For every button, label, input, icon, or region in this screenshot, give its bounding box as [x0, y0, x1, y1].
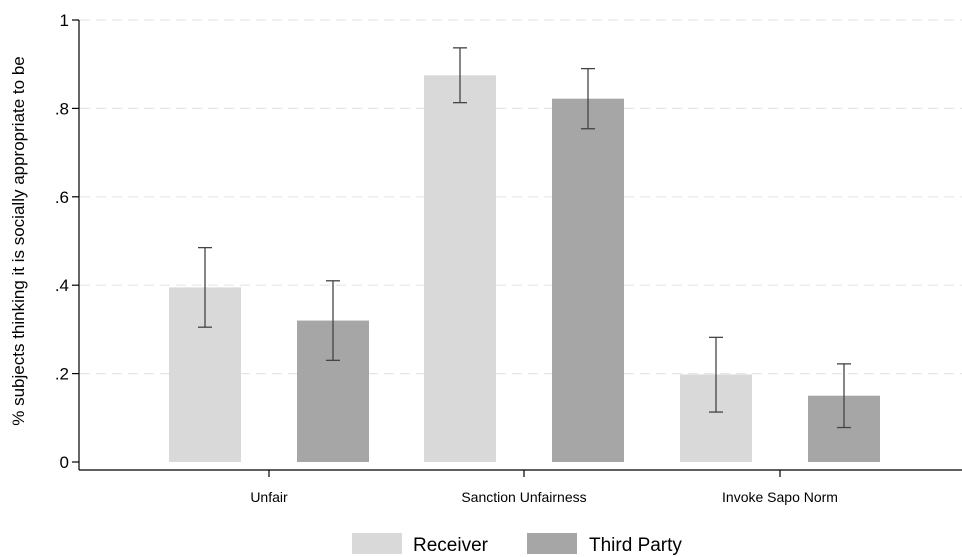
legend: Receiver Third Party: [352, 533, 682, 556]
y-tick-label: .8: [55, 99, 69, 118]
y-axis-label: % subjects thinking it is socially appro…: [9, 56, 28, 425]
legend-label: Third Party: [589, 535, 682, 556]
legend-label: Receiver: [413, 535, 489, 556]
legend-swatch: [352, 533, 402, 554]
axes: [78, 20, 962, 471]
bar: [552, 98, 624, 463]
category-labels: Unfair Sanction Unfairness Invoke Sapo Nor…: [250, 470, 838, 505]
y-tick-label: 0: [60, 453, 69, 472]
x-category-label: Invoke Sapo Norm: [722, 489, 838, 505]
y-tick-label: .2: [55, 365, 69, 384]
y-ticks: 0 .2 .4 .6 .8 1: [55, 11, 79, 472]
error-bars: [198, 47, 851, 429]
bar: [424, 75, 496, 462]
bars: [169, 75, 880, 463]
y-tick-label: .6: [55, 188, 69, 207]
y-tick-label: 1: [60, 11, 69, 30]
legend-swatch: [527, 533, 577, 554]
x-category-label: Unfair: [250, 489, 288, 505]
y-tick-label: .4: [55, 276, 69, 295]
x-category-label: Sanction Unfairness: [461, 489, 586, 505]
